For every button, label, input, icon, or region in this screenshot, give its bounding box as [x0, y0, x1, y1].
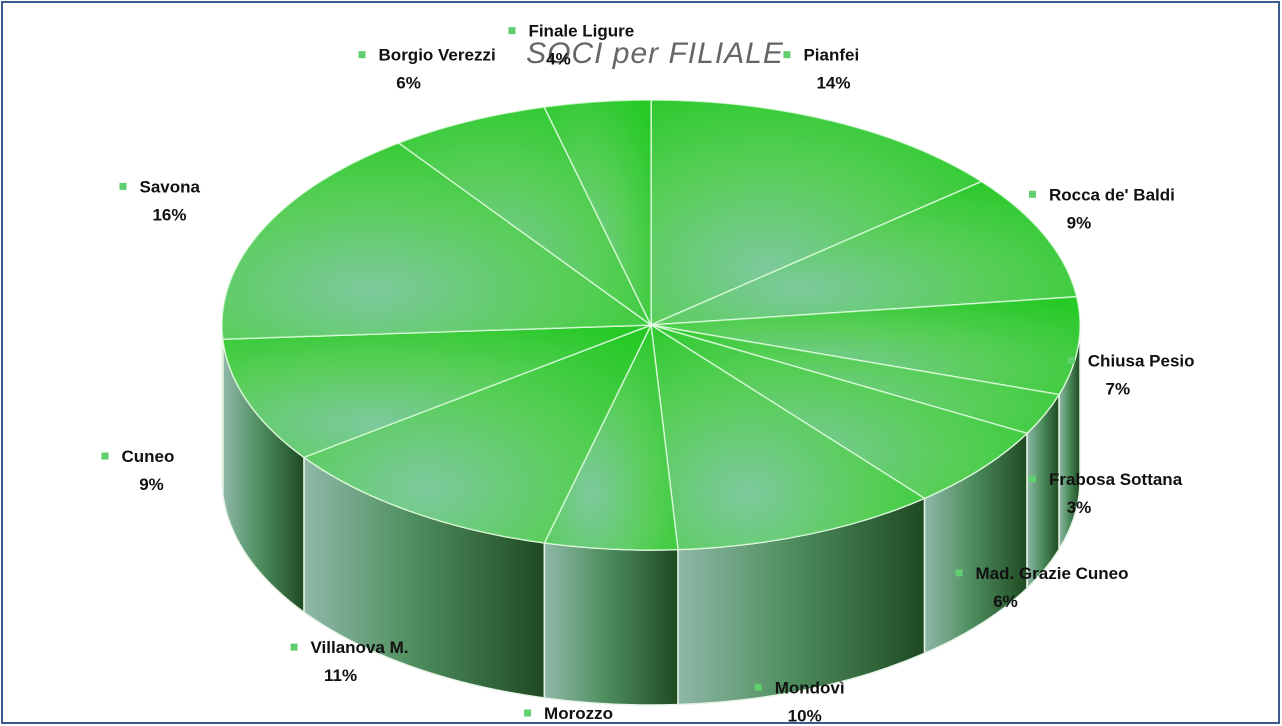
value-label: 6% [396, 74, 421, 93]
pie-sides [221, 324, 1081, 706]
category-label: Mad. Grazie Cuneo [975, 564, 1128, 583]
slice-label: Mad. Grazie Cuneo 6% [955, 564, 1129, 611]
legend-marker [524, 709, 532, 717]
pie-tops [221, 99, 1081, 551]
legend-marker [290, 643, 298, 651]
value-label: 16% [152, 205, 186, 224]
slice-tint [303, 325, 651, 543]
category-label: Savona [139, 177, 200, 196]
value-label: 10% [788, 706, 822, 725]
legend-marker [358, 51, 366, 59]
value-label: 14% [816, 74, 850, 93]
slice-label: Villanova M. 11% [290, 638, 409, 685]
value-label: 6% [993, 592, 1018, 611]
value-label: 7% [1105, 379, 1130, 398]
value-label: 11% [324, 666, 357, 685]
slice-tint [222, 325, 651, 458]
slice-label: Frabosa Sottana 3% [1028, 470, 1183, 517]
slice-label: Finale Ligure 4% [508, 22, 634, 69]
category-label: Borgio Verezzi [379, 46, 496, 65]
category-label: Chiusa Pesio [1088, 351, 1195, 370]
legend-marker [119, 182, 127, 190]
legend-marker [1028, 475, 1036, 483]
category-label: Rocca de' Baldi [1049, 185, 1175, 204]
slice-tint [651, 325, 1027, 499]
slice-label: Borgio Verezzi 6% [358, 46, 496, 93]
slice-label: Savona 16% [119, 177, 201, 224]
slice-label: Mondovì 10% [754, 678, 845, 725]
slice-label: Chiusa Pesio 7% [1067, 351, 1195, 398]
legend-marker [508, 27, 516, 35]
slice-side [543, 542, 679, 706]
value-label: 4% [546, 50, 571, 69]
slice-tint [651, 325, 1060, 434]
slice-tint [651, 100, 982, 325]
slice [650, 296, 1081, 396]
category-label: Pianfei [803, 46, 859, 65]
slice-label: Morozzo5% [524, 704, 613, 723]
category-label: Morozzo [544, 704, 613, 723]
legend-marker [754, 683, 762, 691]
value-label: 9% [139, 475, 164, 494]
slice-tint [544, 100, 651, 325]
legend-marker [955, 569, 963, 577]
slice-tint [221, 142, 651, 340]
slice [221, 142, 654, 340]
legend-marker [783, 51, 791, 59]
slice-label: Cuneo 9% [101, 447, 175, 494]
value-label: 9% [1067, 213, 1092, 232]
slice [302, 323, 653, 544]
slice [397, 106, 652, 326]
slice [650, 180, 1078, 326]
pie-labels: Pianfei 14% Rocca de' Baldi 9% Chiusa Pesio 7… [101, 22, 1195, 725]
chart-title: SOCI per FILIALE [526, 37, 784, 70]
slice [650, 324, 1029, 500]
slice-tint [651, 325, 925, 550]
category-label: Cuneo [122, 447, 175, 466]
slice-tint [651, 181, 1077, 325]
legend-marker [1067, 356, 1075, 364]
slice-label: Rocca de' Baldi 9% [1028, 185, 1175, 232]
slice-tint [544, 325, 678, 550]
slice-tint [398, 107, 651, 325]
value-label: 3% [1067, 498, 1092, 517]
legend-marker [101, 452, 109, 460]
slice-label: Pianfei 14% [783, 46, 859, 93]
slice-tint [651, 296, 1081, 395]
slice-side [221, 324, 224, 495]
slice [650, 323, 927, 551]
slice [222, 324, 652, 459]
legend-marker [1028, 190, 1036, 198]
slice [650, 99, 984, 327]
category-label: Villanova M. [311, 638, 409, 657]
category-label: Finale Ligure [528, 22, 634, 41]
category-label: Mondovì [775, 678, 845, 697]
slice [543, 99, 652, 326]
category-label: Frabosa Sottana [1049, 470, 1183, 489]
